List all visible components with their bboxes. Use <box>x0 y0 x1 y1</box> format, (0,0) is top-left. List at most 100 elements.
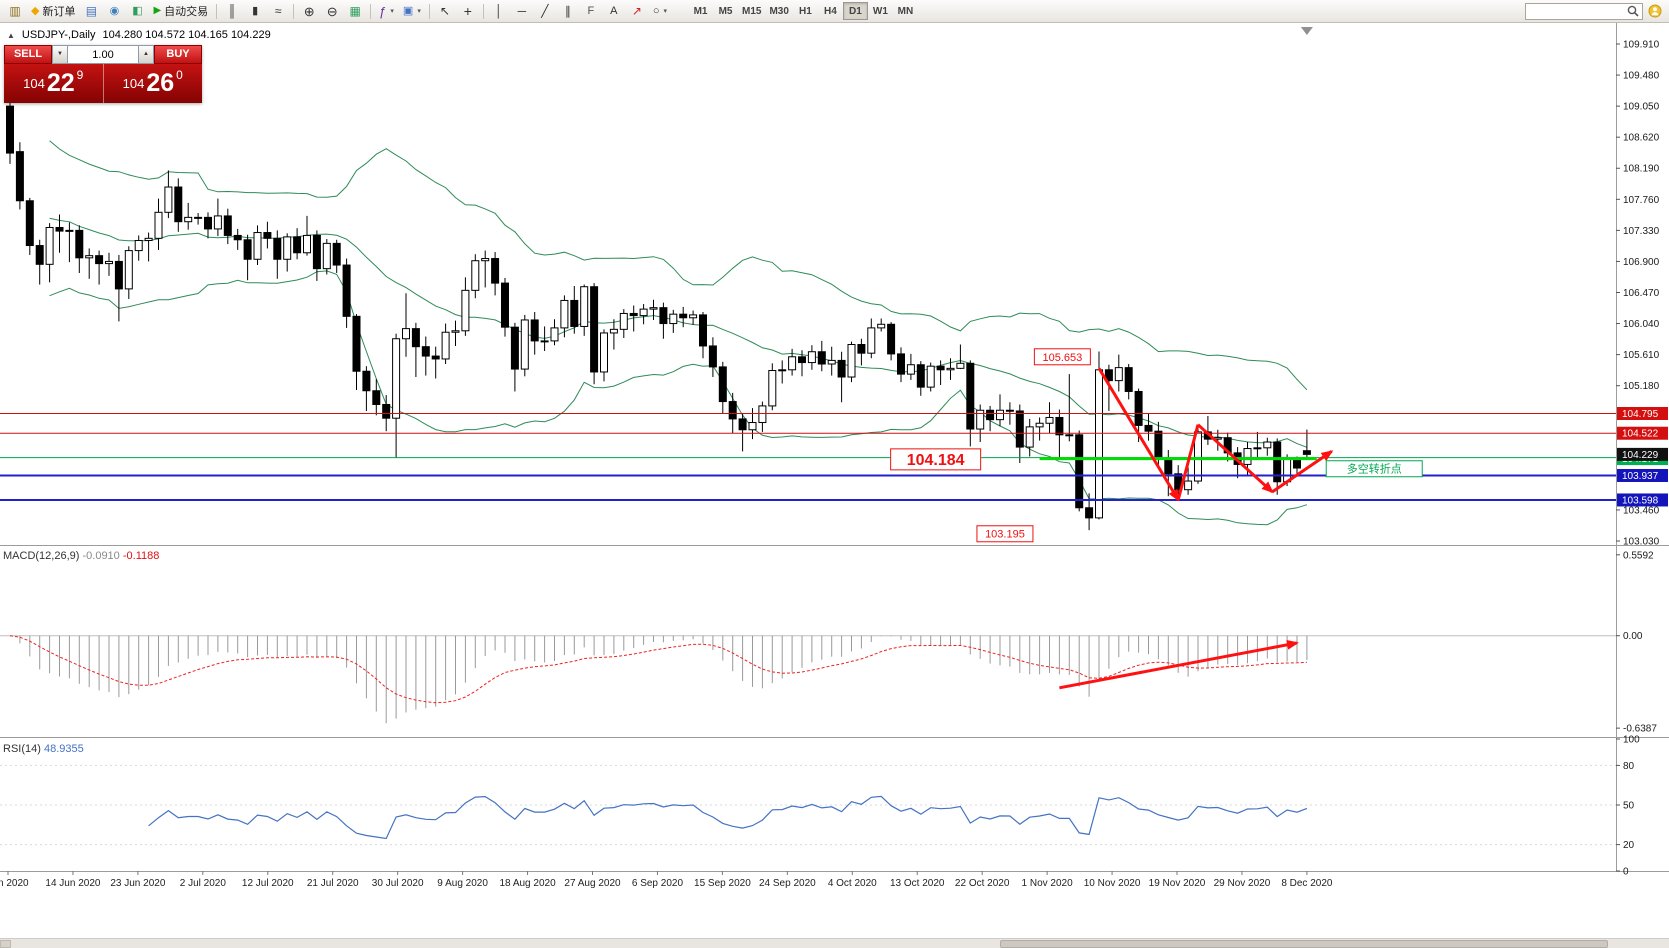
volume-decrease-button[interactable]: ▼ <box>52 45 68 64</box>
svg-text:18 Aug 2020: 18 Aug 2020 <box>499 878 556 889</box>
svg-text:109.910: 109.910 <box>1623 39 1660 50</box>
timeframe-mn-button[interactable]: MN <box>897 5 914 17</box>
search-box[interactable] <box>1525 2 1643 20</box>
horizontal-scrollbar[interactable] <box>0 938 1669 948</box>
fibonacci-button[interactable]: F <box>580 1 602 21</box>
timeframe-d1-button[interactable]: D1 <box>842 2 868 20</box>
indicators-button[interactable]: ƒ ▾ <box>375 1 398 21</box>
svg-text:80: 80 <box>1623 761 1635 772</box>
svg-text:109.480: 109.480 <box>1623 71 1660 82</box>
chart-windows-button[interactable]: ▤ <box>80 1 102 21</box>
data-window-button[interactable]: ◧ <box>126 1 148 21</box>
toolbar-separator <box>482 3 484 19</box>
search-input[interactable] <box>1529 5 1625 17</box>
price-tag: 103.598 <box>1617 493 1668 507</box>
window-menu-icon: ▥ <box>9 4 21 18</box>
trendline-button[interactable]: ╱ <box>534 1 556 21</box>
svg-text:104.522: 104.522 <box>1622 429 1659 440</box>
sell-price[interactable]: 104 22 9 <box>23 68 84 98</box>
horizontal-line-button[interactable]: ─ <box>511 1 533 21</box>
profiles-button[interactable]: ◉ <box>103 1 125 21</box>
toolbar-separator <box>428 3 430 19</box>
timeframe-w1-button[interactable]: W1 <box>872 5 888 17</box>
timeframe-m5-button[interactable]: M5 <box>718 5 733 17</box>
chart-canvas: 105.653 104.184 103.195 多空转折点 109.910 109.480… <box>0 23 1669 889</box>
date-axis: Jun 2020 14 Jun 2020 23 Jun 2020 2 Jul 2020… <box>0 871 1333 889</box>
macd-trend-arrow[interactable] <box>1059 639 1299 690</box>
shapes-icon: ○ <box>652 4 660 17</box>
zoom-in-button[interactable]: ⊕ <box>298 1 320 21</box>
templates-button[interactable]: ▣ ▾ <box>399 1 425 21</box>
svg-text:107.330: 107.330 <box>1623 226 1660 237</box>
zoom-out-button[interactable]: ⊖ <box>321 1 343 21</box>
chart-plot-area[interactable] <box>0 23 1616 871</box>
channel-icon: ∥ <box>564 4 571 18</box>
svg-text:13 Oct 2020: 13 Oct 2020 <box>890 878 945 889</box>
shapes-button[interactable]: ○ ▾ <box>649 1 671 21</box>
chart-candles-button[interactable]: ▮ <box>244 1 266 21</box>
quote-controls-row: SELL ▼ ▲ BUY <box>4 45 202 64</box>
auto-trading-button[interactable]: ▶ 自动交易 <box>149 1 212 21</box>
window-menu-button[interactable]: ▥ <box>4 1 26 21</box>
pivot-note-label[interactable]: 多空转折点 <box>1325 460 1423 478</box>
cursor-icon: ↖ <box>439 4 450 18</box>
chart-bars-button[interactable]: ║ <box>221 1 243 21</box>
chart-line-button[interactable]: ≈ <box>267 1 289 21</box>
svg-text:21 Jul 2020: 21 Jul 2020 <box>307 878 359 889</box>
community-icon[interactable] <box>1648 4 1662 18</box>
scrollbar-corner <box>0 940 11 948</box>
crosshair-button[interactable]: + <box>457 1 479 21</box>
volume-input[interactable] <box>68 45 138 64</box>
toolbar-separator <box>216 3 218 19</box>
timeframe-h1-button[interactable]: H1 <box>799 5 812 17</box>
channel-button[interactable]: ∥ <box>557 1 579 21</box>
price-tag: 104.522 <box>1617 426 1668 440</box>
buy-price[interactable]: 104 26 0 <box>122 68 183 98</box>
svg-text:105.180: 105.180 <box>1623 381 1660 392</box>
caret-down-icon: ▾ <box>663 8 668 15</box>
trend-arrow[interactable] <box>1196 423 1274 494</box>
svg-text:0.00: 0.00 <box>1623 631 1643 642</box>
buy-button[interactable]: BUY <box>154 45 202 64</box>
vertical-line-button[interactable]: │ <box>488 1 510 21</box>
swing-high-label[interactable]: 105.653 <box>1033 348 1091 366</box>
svg-text:Jun 2020: Jun 2020 <box>0 878 29 889</box>
timeframe-m1-button[interactable]: M1 <box>693 5 708 17</box>
scrollbar-thumb[interactable] <box>1000 940 1608 948</box>
search-icon[interactable] <box>1627 5 1639 17</box>
sell-button[interactable]: SELL <box>4 45 52 64</box>
chart-bars-icon: ║ <box>227 4 237 18</box>
cursor-button[interactable]: ↖ <box>434 1 456 21</box>
trend-arrow[interactable] <box>1097 367 1180 502</box>
text-button[interactable]: A <box>603 1 625 21</box>
price-tag: 104.229 <box>1617 447 1668 461</box>
support-price-label[interactable]: 104.184 <box>890 448 982 471</box>
timeframe-h4-button[interactable]: H4 <box>824 5 837 17</box>
trend-arrow[interactable] <box>1271 450 1334 494</box>
timeframe-m15-button[interactable]: M15 <box>742 5 762 17</box>
svg-text:19 Nov 2020: 19 Nov 2020 <box>1149 878 1206 889</box>
arrow-object-button[interactable]: ↗ <box>626 1 648 21</box>
new-order-button[interactable]: ◆ 新订单 <box>27 1 79 21</box>
svg-text:107.760: 107.760 <box>1623 195 1660 206</box>
one-click-toggle-icon[interactable]: ▲ <box>7 30 15 40</box>
svg-text:-0.6387: -0.6387 <box>1623 724 1657 735</box>
price-tag: 104.795 <box>1617 406 1668 420</box>
one-click-trading-panel: SELL ▼ ▲ BUY 104 22 9 104 26 0 <box>4 45 202 103</box>
swing-low-label[interactable]: 103.195 <box>976 525 1034 543</box>
chart-ohlc-values: 104.280 104.572 104.165 104.229 <box>102 29 271 41</box>
chart-region: 105.653 104.184 103.195 多空转折点 109.910 109.480… <box>0 23 1669 948</box>
svg-text:103.030: 103.030 <box>1623 536 1660 547</box>
svg-text:106.040: 106.040 <box>1623 319 1660 330</box>
volume-increase-button[interactable]: ▲ <box>138 45 154 64</box>
trend-arrow[interactable] <box>1176 424 1200 501</box>
tile-windows-button[interactable]: ▦ <box>344 1 366 21</box>
svg-text:4 Oct 2020: 4 Oct 2020 <box>828 878 877 889</box>
timeframe-m30-button[interactable]: M30 <box>769 5 789 17</box>
toolbar: ▥ ◆ 新订单 ▤ ◉ ◧ ▶ 自动交易 ║ ▮ ≈ ⊕ ⊖ ▦ ƒ ▾ ▣ ▾ ↖ + │ ─ ╱ ∥ F A ↗ ○ ▾ M1 M5 M1… <box>0 0 1669 23</box>
svg-text:10 Nov 2020: 10 Nov 2020 <box>1084 878 1141 889</box>
svg-text:29 Nov 2020: 29 Nov 2020 <box>1214 878 1271 889</box>
chart-shift-marker[interactable] <box>1300 27 1313 35</box>
caret-down-icon: ▾ <box>390 8 394 15</box>
horizontal-line-icon: ─ <box>517 4 527 18</box>
